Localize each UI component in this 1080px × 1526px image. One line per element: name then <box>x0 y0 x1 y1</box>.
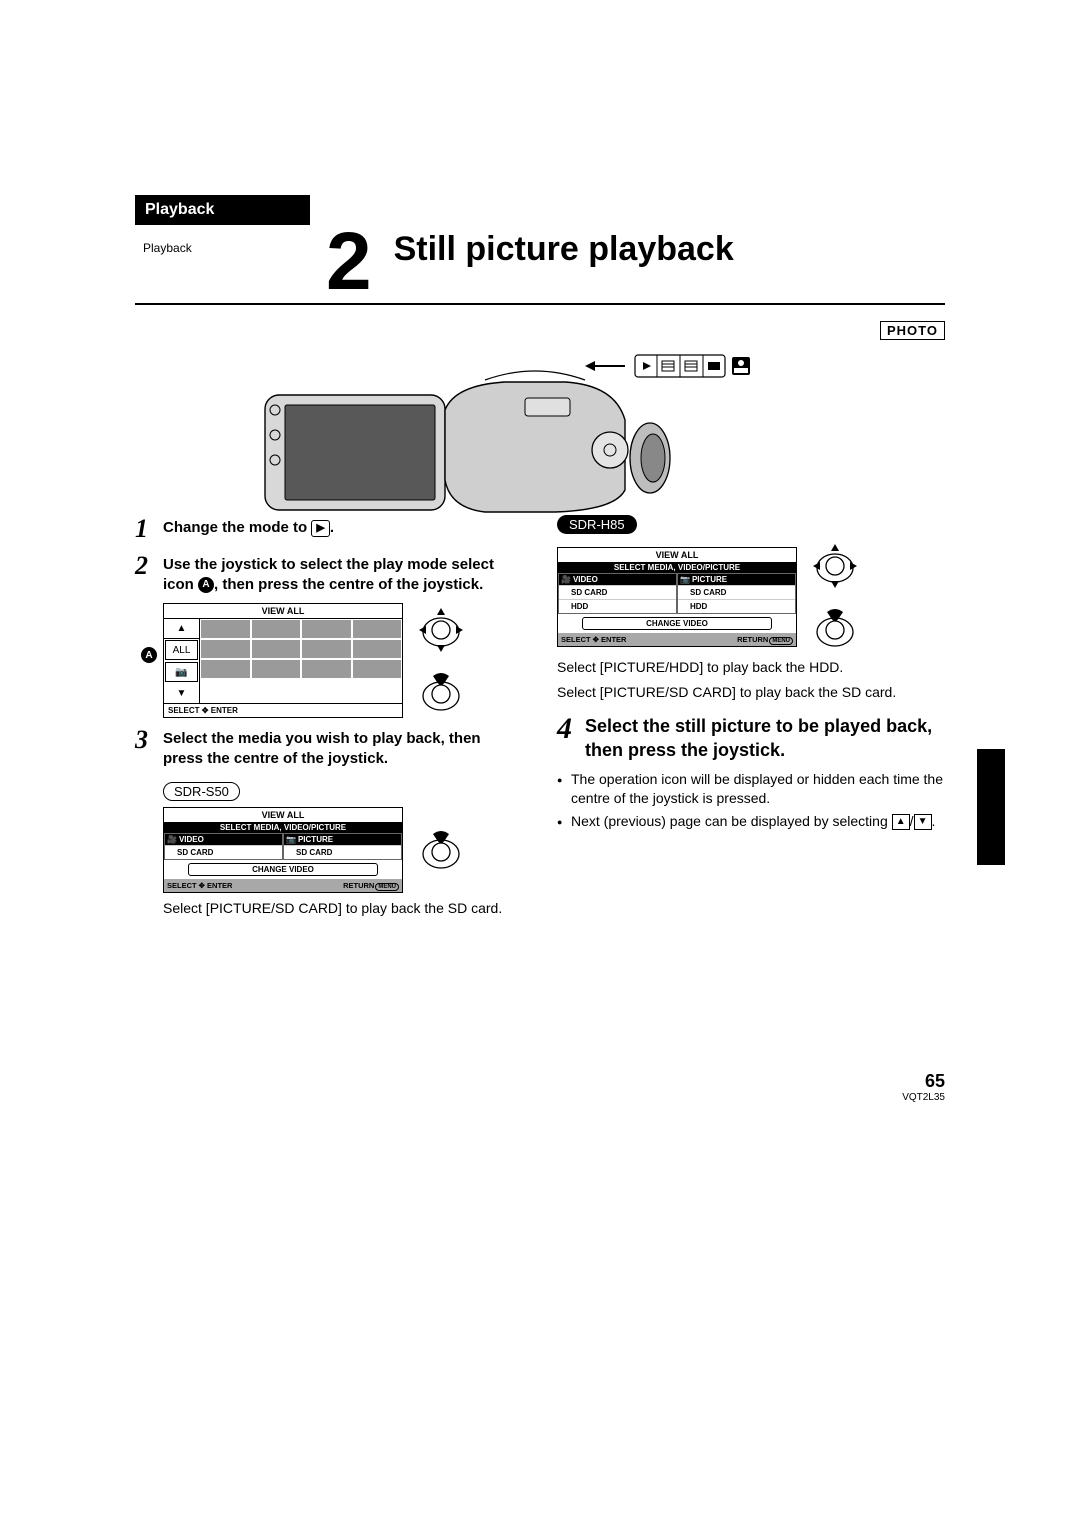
step-2-num: 2 <box>135 552 163 596</box>
section-label: Playback <box>135 195 310 225</box>
va-foot-select: SELECT <box>168 706 200 715</box>
joystick-press-icon-3 <box>811 604 859 652</box>
change-video-button: CHANGE VIDEO <box>188 863 378 876</box>
mpf-enter-2: ENTER <box>601 635 626 644</box>
bullet-1: The operation icon will be displayed or … <box>557 770 945 808</box>
step-4-num: 4 <box>557 712 585 763</box>
picture-label-2: PICTURE <box>692 575 727 584</box>
va-foot-joy-icon: ✥ <box>202 706 209 715</box>
model-sdr-h85: SDR-H85 <box>557 515 637 534</box>
mp-subtitle-2: SELECT MEDIA, VIDEO/PICTURE <box>558 562 796 573</box>
picture-label: PICTURE <box>298 835 333 844</box>
media-select-panel-s50: VIEW ALL SELECT MEDIA, VIDEO/PICTURE 🎥VI… <box>163 807 403 893</box>
video-hdd: HDD <box>559 599 676 613</box>
mp-title: VIEW ALL <box>164 808 402 822</box>
bullet-2: Next (previous) page can be displayed by… <box>557 812 945 831</box>
video-label: VIDEO <box>179 835 204 844</box>
step-1-text-b: . <box>330 519 334 536</box>
mpf-select-2: SELECT <box>561 635 591 644</box>
callout-a-inline: A <box>198 577 214 593</box>
mp-title-2: VIEW ALL <box>558 548 796 562</box>
caption-s50: Select [PICTURE/SD CARD] to play back th… <box>163 899 523 918</box>
bullet-2a: Next (previous) page can be displayed by… <box>571 813 892 829</box>
step-1-num: 1 <box>135 515 163 544</box>
mpf-select: SELECT <box>167 881 197 890</box>
right-column: SDR-H85 VIEW ALL SELECT MEDIA, VIDEO/PIC… <box>557 515 945 921</box>
picture-sd-2: SD CARD <box>678 585 795 599</box>
video-icon: 🎥 <box>167 835 177 844</box>
step-3-text: Select the media you wish to play back, … <box>163 726 523 770</box>
photo-badge: PHOTO <box>880 321 945 340</box>
step-1-text-a: Change the mode to <box>163 519 311 536</box>
picture-icon-2: 📷 <box>680 575 690 584</box>
mpf-enter: ENTER <box>207 881 232 890</box>
section-number: 2 <box>310 221 388 303</box>
view-all-title: VIEW ALL <box>164 604 402 619</box>
playback-mode-icon: ▶ <box>311 520 329 537</box>
nav-camera-icon: 📷 <box>165 662 198 682</box>
va-foot-enter: ENTER <box>211 706 238 715</box>
callout-a-marker: A <box>141 647 157 663</box>
caption-h85-a: Select [PICTURE/HDD] to play back the HD… <box>557 658 945 677</box>
video-icon-2: 🎥 <box>561 575 571 584</box>
step-4-text: Select the still picture to be played ba… <box>585 712 945 763</box>
left-column: 1 Change the mode to ▶. 2 Use the joysti… <box>135 515 523 921</box>
mpf-menu-2: MENU <box>769 637 793 645</box>
down-arrow-key-icon: ▼ <box>914 814 932 830</box>
step-1-text: Change the mode to ▶. <box>163 515 334 544</box>
page-header: Playback Playback 2 Still picture playba… <box>135 195 945 305</box>
mpf-return: RETURN <box>343 881 374 890</box>
video-sd: SD CARD <box>165 845 282 859</box>
page-number: 65 <box>902 1071 945 1092</box>
joystick-move-icon-2 <box>811 542 859 590</box>
model-sdr-s50: SDR-S50 <box>163 782 240 801</box>
picture-sd: SD CARD <box>284 845 401 859</box>
step-2-text: Use the joystick to select the play mode… <box>163 552 523 596</box>
picture-hdd: HDD <box>678 599 795 613</box>
camera-illustration <box>255 345 815 515</box>
side-tab <box>977 749 1005 865</box>
joystick-move-icon <box>417 606 465 654</box>
mpf-menu: MENU <box>375 883 399 891</box>
nav-up-icon: ▲ <box>164 619 199 639</box>
video-sd-2: SD CARD <box>559 585 676 599</box>
joystick-press-icon-2 <box>417 826 465 874</box>
video-label-2: VIDEO <box>573 575 598 584</box>
media-select-panel-h85: VIEW ALL SELECT MEDIA, VIDEO/PICTURE 🎥VI… <box>557 547 797 647</box>
change-video-button-2: CHANGE VIDEO <box>582 617 772 630</box>
joystick-press-icon <box>417 668 465 716</box>
page-footer: 65 VQT2L35 <box>902 1071 945 1103</box>
step-2-text-b: , then press the centre of the joystick. <box>214 576 483 593</box>
page-title: Still picture playback <box>388 230 734 269</box>
up-arrow-key-icon: ▲ <box>892 814 910 830</box>
view-all-panel: VIEW ALL ▲ ALL 📷 ▼ <box>163 603 403 718</box>
subsection-label: Playback <box>135 225 310 255</box>
mpf-return-2: RETURN <box>737 635 768 644</box>
thumbnail-grid <box>200 619 402 703</box>
picture-icon: 📷 <box>286 835 296 844</box>
nav-all: ALL <box>165 640 198 660</box>
caption-h85-b: Select [PICTURE/SD CARD] to play back th… <box>557 683 945 702</box>
mp-subtitle: SELECT MEDIA, VIDEO/PICTURE <box>164 822 402 833</box>
step-3-num: 3 <box>135 726 163 770</box>
nav-down-icon: ▼ <box>164 683 199 703</box>
bullet-2c: . <box>932 813 936 829</box>
doc-code: VQT2L35 <box>902 1092 945 1103</box>
